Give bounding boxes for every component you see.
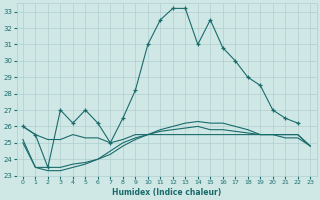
X-axis label: Humidex (Indice chaleur): Humidex (Indice chaleur): [112, 188, 221, 197]
